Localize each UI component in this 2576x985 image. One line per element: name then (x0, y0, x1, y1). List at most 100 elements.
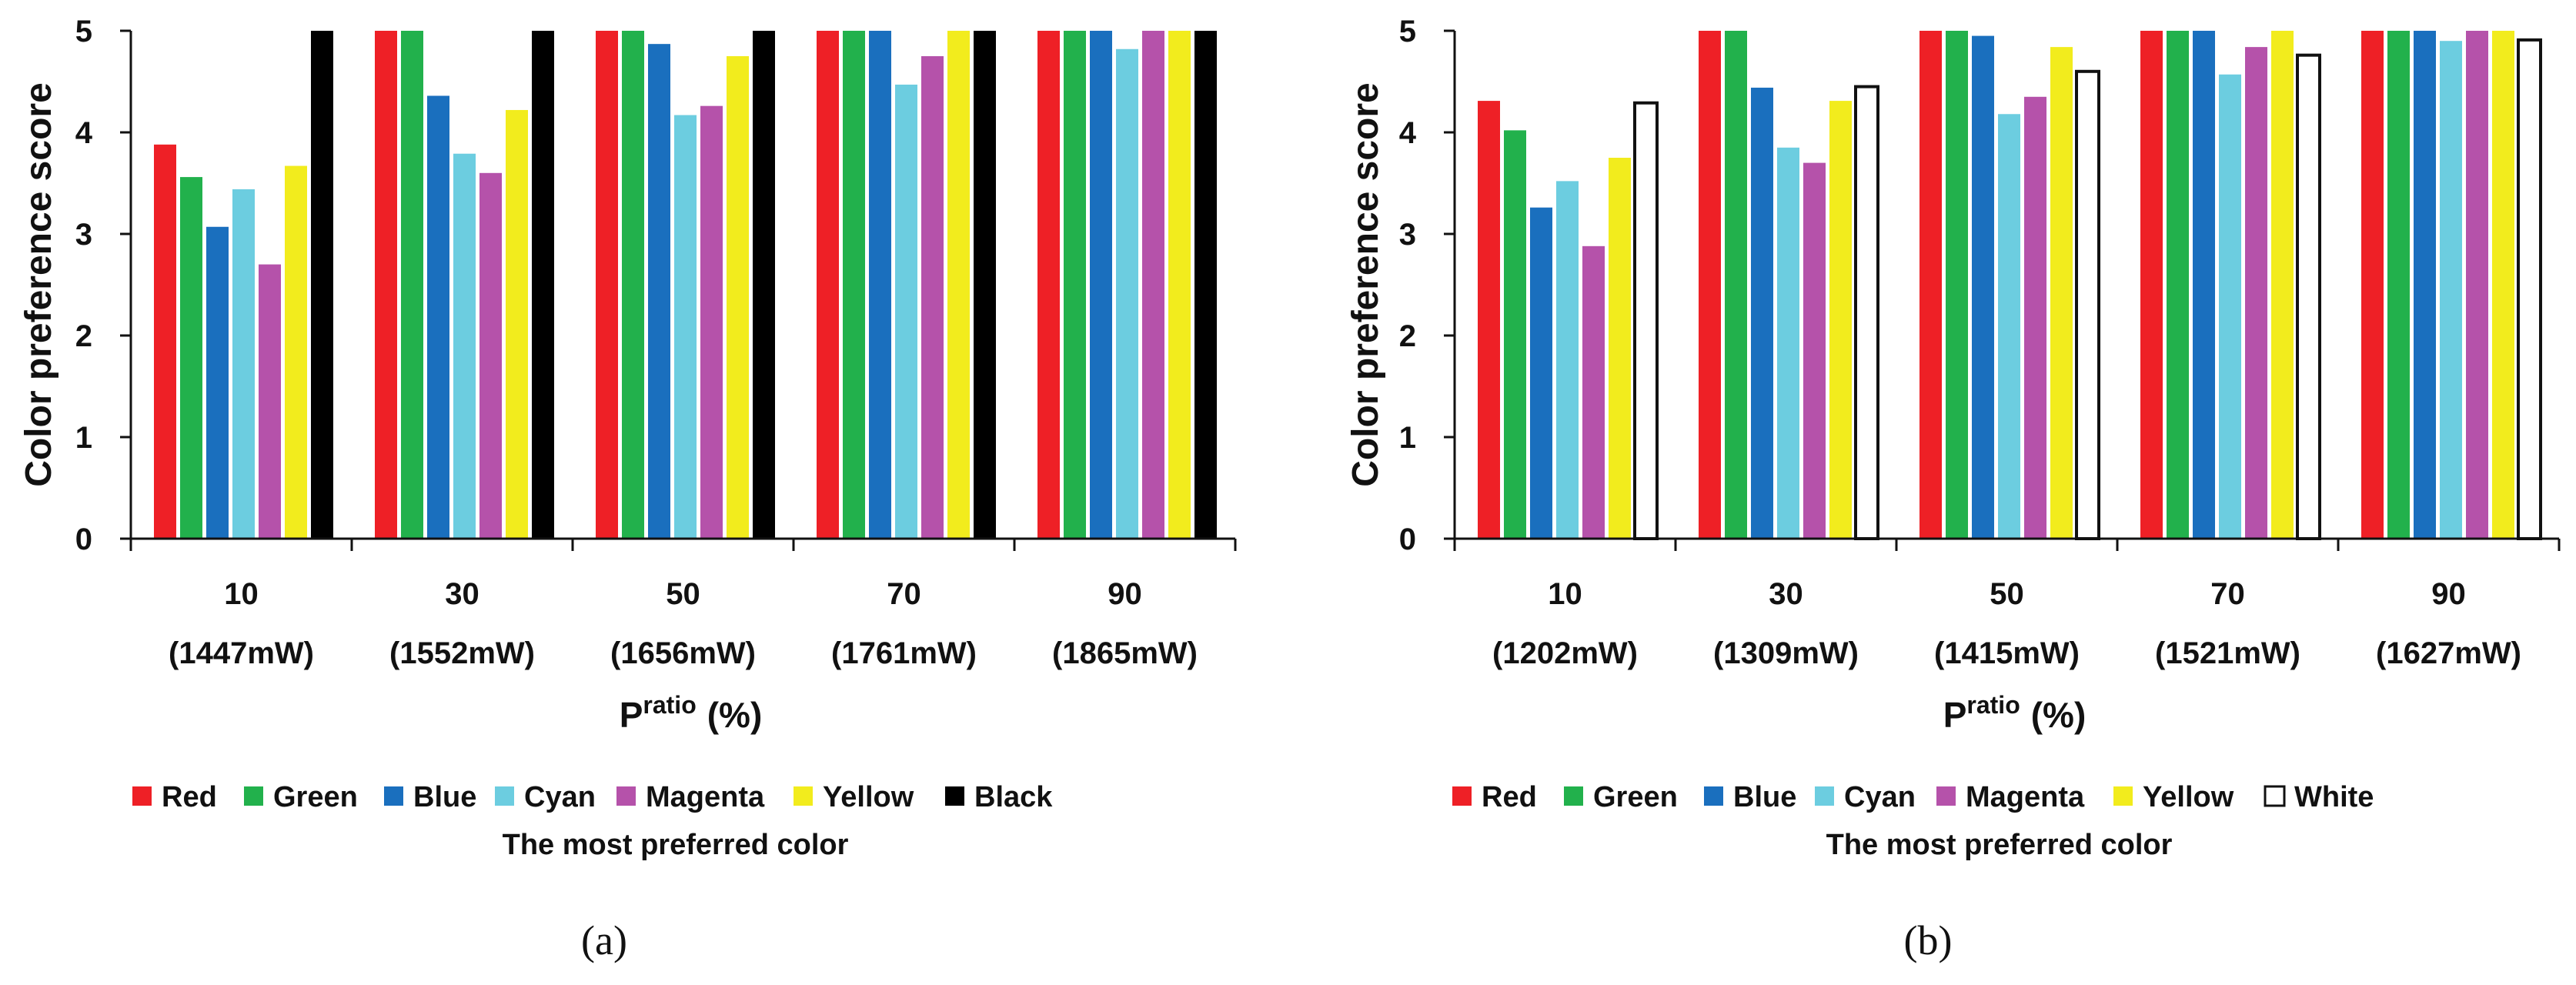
bar-cyan-90 (2440, 41, 2462, 539)
bar-blue-30 (427, 95, 449, 539)
legend-swatch-yellow (794, 786, 813, 806)
bar-blue-70 (2193, 31, 2215, 539)
legend-label-blue: Blue (1733, 781, 1796, 813)
bar-cyan-70 (2219, 74, 2241, 539)
bar-cyan-50 (674, 115, 697, 539)
x-tick-label: 90 (1108, 577, 1142, 611)
legend-title: The most preferred color (503, 829, 849, 861)
legend-swatch-blue (384, 786, 403, 806)
y-tick-label: 5 (75, 15, 92, 48)
legend-label-white: White (2294, 781, 2374, 813)
bar-white-70 (2296, 53, 2321, 541)
bar-blue-90 (1090, 31, 1112, 539)
bar-magenta-50 (2024, 96, 2046, 539)
bar-red-70 (817, 31, 839, 539)
bar-yellow-90 (1168, 31, 1191, 539)
y-axis-title: Color preference score (1345, 82, 1386, 487)
legend-label-cyan: Cyan (1844, 781, 1916, 813)
bar-black-50 (753, 31, 775, 539)
legend-label-red: Red (162, 781, 217, 813)
bar-cyan-70 (895, 84, 917, 539)
legend-swatch-cyan (1815, 786, 1834, 806)
x-tick-label: 30 (445, 577, 479, 611)
bar-green-90 (1064, 31, 1086, 539)
bar-yellow-70 (947, 31, 970, 539)
x-tick-sublabel: (1521mW) (2155, 636, 2300, 670)
x-tick-sublabel: (1627mW) (2376, 636, 2521, 670)
y-tick-label: 2 (75, 319, 92, 353)
bar-white-50 (2075, 69, 2100, 541)
bar-red-90 (1037, 31, 1060, 539)
bar-yellow-90 (2492, 31, 2514, 539)
bar-red-30 (375, 31, 397, 539)
legend-swatch-white (2264, 785, 2286, 807)
bar-green-30 (401, 31, 423, 539)
x-tick-sublabel: (1447mW) (169, 636, 314, 670)
legend-swatch-red (1452, 786, 1472, 806)
bar-cyan-30 (453, 153, 476, 539)
legend-swatch-red (132, 786, 152, 806)
x-tick-label: 70 (887, 577, 921, 611)
legend-swatch-yellow (2113, 786, 2133, 806)
legend-swatch-cyan (495, 786, 514, 806)
bar-magenta-10 (1582, 245, 1605, 539)
bar-black-70 (974, 31, 996, 539)
x-tick-label: 30 (1769, 577, 1803, 611)
bar-green-10 (1504, 130, 1526, 539)
bar-green-70 (843, 31, 865, 539)
x-tick-label: 50 (1990, 577, 2024, 611)
bar-yellow-50 (2050, 47, 2073, 539)
bar-red-50 (596, 31, 618, 539)
bar-magenta-10 (259, 264, 281, 539)
bar-green-90 (2387, 31, 2410, 539)
bar-red-30 (1699, 31, 1721, 539)
bar-red-70 (2140, 31, 2163, 539)
x-tick-label: 50 (666, 577, 700, 611)
x-tick-sublabel: (1202mW) (1492, 636, 1638, 670)
x-tick-label: 90 (2431, 577, 2466, 611)
bar-yellow-30 (506, 109, 528, 539)
x-tick-sublabel: (1415mW) (1934, 636, 2080, 670)
bar-magenta-30 (479, 172, 502, 539)
bar-magenta-50 (700, 105, 723, 539)
x-tick-label: 10 (1548, 577, 1582, 611)
bar-cyan-10 (1556, 181, 1579, 539)
legend-swatch-magenta (1936, 786, 1956, 806)
bar-green-30 (1725, 31, 1747, 539)
bar-blue-10 (206, 226, 229, 539)
legend-label-yellow: Yellow (2143, 781, 2234, 813)
bar-magenta-70 (2245, 47, 2267, 539)
panel-caption: (a) (581, 917, 627, 963)
bar-blue-50 (648, 44, 670, 539)
bar-red-10 (1478, 101, 1500, 539)
legend-swatch-blue (1704, 786, 1723, 806)
x-tick-label: 70 (2210, 577, 2245, 611)
legend-label-black: Black (974, 781, 1053, 813)
bar-yellow-70 (2271, 31, 2294, 539)
y-tick-label: 0 (75, 523, 92, 556)
bar-yellow-30 (1829, 101, 1852, 539)
bar-yellow-10 (1609, 158, 1631, 539)
legend-label-red: Red (1482, 781, 1537, 813)
y-tick-label: 2 (1399, 319, 1416, 353)
bar-blue-90 (2414, 31, 2436, 539)
bar-green-50 (1946, 31, 1968, 539)
legend-label-green: Green (273, 781, 358, 813)
x-tick-label: 10 (224, 577, 259, 611)
bar-white-10 (1633, 101, 1659, 541)
bar-red-10 (154, 144, 176, 539)
bar-blue-50 (1972, 35, 1994, 539)
x-axis-title: Pratio (%) (1943, 691, 2087, 735)
legend-label-magenta: Magenta (646, 781, 765, 813)
bar-green-70 (2167, 31, 2189, 539)
x-tick-sublabel: (1552mW) (389, 636, 535, 670)
bar-white-30 (1854, 85, 1879, 541)
bar-black-10 (311, 31, 333, 539)
bar-red-50 (1919, 31, 1942, 539)
legend-swatch-green (244, 786, 263, 806)
legend-label-blue: Blue (413, 781, 476, 813)
y-tick-label: 1 (1399, 421, 1416, 455)
bar-cyan-50 (1998, 114, 2020, 539)
bar-cyan-90 (1116, 48, 1138, 539)
